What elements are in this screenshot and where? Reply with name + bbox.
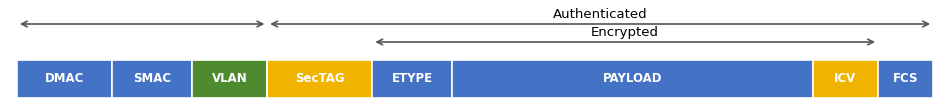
Text: DMAC: DMAC: [45, 72, 85, 86]
FancyBboxPatch shape: [112, 60, 192, 98]
FancyBboxPatch shape: [452, 60, 813, 98]
Text: Encrypted: Encrypted: [591, 26, 659, 39]
FancyBboxPatch shape: [267, 60, 372, 98]
FancyBboxPatch shape: [192, 60, 267, 98]
FancyBboxPatch shape: [878, 60, 933, 98]
Text: Authenticated: Authenticated: [553, 8, 648, 21]
Text: ETYPE: ETYPE: [391, 72, 433, 86]
Text: FCS: FCS: [893, 72, 919, 86]
FancyBboxPatch shape: [17, 60, 112, 98]
Text: SecTAG: SecTAG: [295, 72, 345, 86]
FancyBboxPatch shape: [372, 60, 452, 98]
Text: PAYLOAD: PAYLOAD: [603, 72, 662, 86]
FancyBboxPatch shape: [813, 60, 878, 98]
Text: SMAC: SMAC: [133, 72, 171, 86]
Text: VLAN: VLAN: [212, 72, 248, 86]
Text: ICV: ICV: [834, 72, 857, 86]
